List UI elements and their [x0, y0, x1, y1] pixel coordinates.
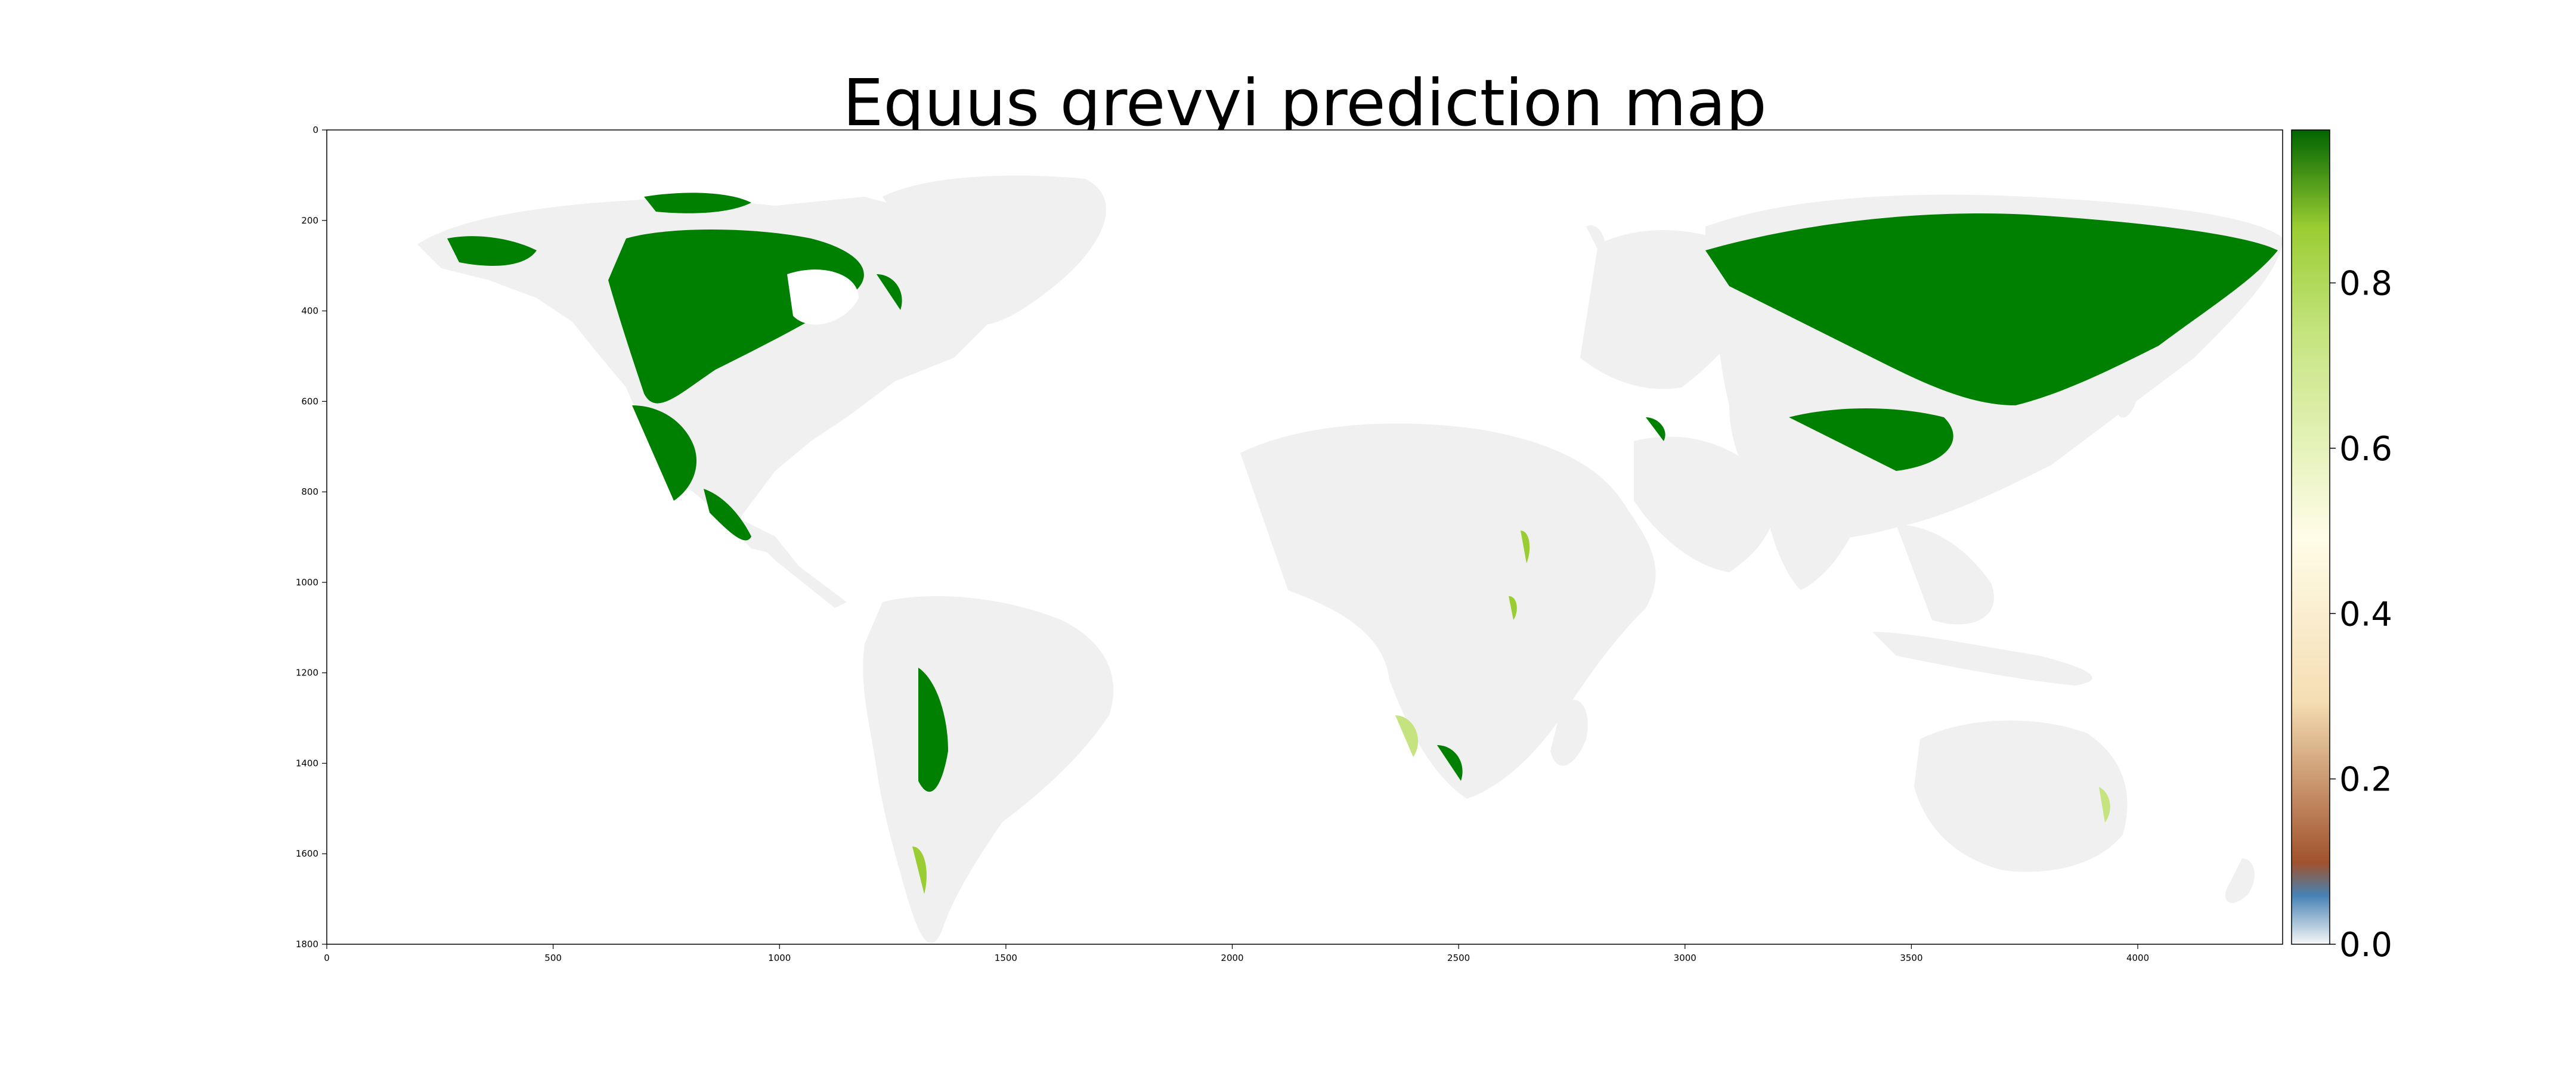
prediction-region-west-us: [632, 405, 697, 501]
colorbar-tick-label: 0.2: [2339, 761, 2392, 799]
x-tick-label: 1000: [768, 953, 791, 963]
map-plot-area: 0 500 1000 1500 2000 2500 3000 3500 4000 0 200 400…: [296, 125, 2283, 963]
landmass-southeast-asia: [1896, 525, 1994, 625]
landmass-australia: [1914, 720, 2128, 872]
colorbar-tick-label: 0.6: [2339, 430, 2392, 469]
prediction-region-alaska: [447, 236, 537, 266]
x-tick-label: 0: [324, 953, 330, 963]
landmass-madagascar: [1550, 699, 1588, 766]
landmass-new-zealand: [2225, 858, 2255, 903]
landmass-greenland: [883, 175, 1106, 325]
prediction-region-labrador: [877, 274, 902, 310]
y-tick-label: 600: [301, 396, 318, 407]
y-tick-label: 200: [301, 215, 318, 226]
y-tick-label: 0: [312, 125, 318, 135]
prediction-overlay: [447, 193, 2278, 894]
prediction-region-ethiopia: [1521, 531, 1530, 563]
prediction-region-south-africa: [1437, 745, 1463, 781]
prediction-region-tibet: [1789, 408, 1953, 471]
y-tick-label: 1600: [296, 848, 318, 859]
landmass-britain: [1586, 225, 1606, 262]
prediction-region-patagonia: [912, 846, 927, 894]
prediction-region-mexico: [704, 489, 751, 541]
y-tick-label: 1200: [296, 668, 318, 678]
y-tick-label: 1400: [296, 758, 318, 768]
y-tick-label: 1800: [296, 939, 318, 950]
prediction-region-kenya: [1509, 596, 1517, 620]
landmass-india: [1765, 475, 1860, 590]
y-tick-label: 400: [301, 306, 318, 317]
x-tick-label: 1500: [995, 953, 1017, 963]
prediction-region-arctic-isl: [644, 193, 751, 213]
map-plot-frame: [326, 129, 2283, 945]
y-tick-label: 1000: [296, 577, 318, 588]
x-tick-label: 2000: [1221, 953, 1243, 963]
prediction-region-andes: [918, 668, 948, 792]
colorbar: 0.0 0.2 0.4 0.6 0.8: [2291, 129, 2392, 965]
colorbar-tick-label: 0.4: [2339, 595, 2392, 634]
prediction-region-australia-east: [2099, 787, 2110, 823]
x-axis-ticks: 0 500 1000 1500 2000 2500 3000 3500 4000: [324, 944, 2149, 963]
colorbar-tick-label: 0.0: [2339, 926, 2392, 965]
prediction-region-sw-africa: [1395, 715, 1419, 757]
x-tick-label: 2500: [1447, 953, 1470, 963]
prediction-region-siberia: [1705, 213, 2278, 405]
x-tick-label: 3500: [1900, 953, 1922, 963]
y-tick-label: 800: [301, 486, 318, 497]
landmass-africa: [1240, 423, 1656, 799]
colorbar-gradient: [2291, 129, 2330, 945]
prediction-region-caspian: [1646, 417, 1665, 441]
landmass-arabia: [1634, 436, 1775, 572]
landmass-indonesia: [1872, 632, 2092, 686]
colorbar-ticks: 0.0 0.2 0.4 0.6 0.8: [2330, 265, 2392, 965]
x-tick-label: 4000: [2126, 953, 2149, 963]
colorbar-tick-label: 0.8: [2339, 265, 2392, 303]
landmass-central-america: [739, 519, 847, 608]
x-tick-label: 500: [544, 953, 562, 963]
map-title: Equus grevyi prediction map: [843, 66, 1767, 141]
y-axis-ticks: 0 200 400 600 800 1000 1200 1400 1600 1800: [296, 125, 327, 950]
x-tick-label: 3000: [1674, 953, 1696, 963]
prediction-region-hudson-gap: [787, 269, 859, 325]
